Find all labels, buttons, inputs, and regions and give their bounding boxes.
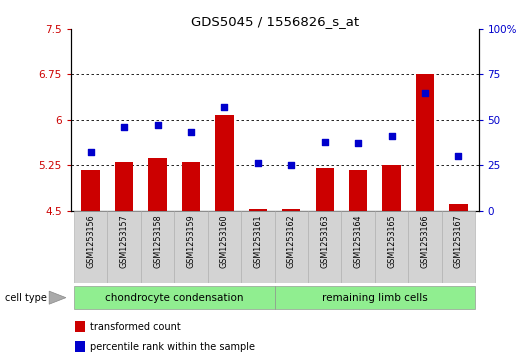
- Point: [388, 133, 396, 139]
- Bar: [241, 211, 275, 283]
- Bar: [275, 211, 308, 283]
- Text: GSM1253156: GSM1253156: [86, 214, 95, 268]
- Point: [321, 139, 329, 144]
- Point: [421, 90, 429, 95]
- Text: GSM1253162: GSM1253162: [287, 214, 296, 268]
- Bar: [141, 211, 174, 283]
- Text: GSM1253166: GSM1253166: [420, 214, 429, 268]
- Bar: [442, 211, 475, 283]
- Text: GSM1253159: GSM1253159: [187, 214, 196, 268]
- Bar: [115, 162, 133, 211]
- Bar: [74, 286, 275, 309]
- Bar: [208, 211, 241, 283]
- Bar: [342, 211, 375, 283]
- Bar: [275, 286, 475, 309]
- Bar: [382, 165, 401, 211]
- Text: percentile rank within the sample: percentile rank within the sample: [90, 342, 255, 352]
- Text: GSM1253158: GSM1253158: [153, 214, 162, 268]
- Bar: [215, 115, 234, 211]
- Bar: [416, 74, 434, 211]
- Text: GSM1253167: GSM1253167: [454, 214, 463, 268]
- Polygon shape: [49, 291, 66, 304]
- Point: [454, 153, 463, 159]
- Bar: [182, 162, 200, 211]
- Point: [120, 124, 128, 130]
- Text: GSM1253161: GSM1253161: [253, 214, 263, 268]
- Point: [86, 150, 95, 155]
- Bar: [107, 211, 141, 283]
- Point: [220, 104, 229, 110]
- Bar: [74, 211, 107, 283]
- Bar: [282, 209, 301, 211]
- Text: remaining limb cells: remaining limb cells: [322, 293, 428, 303]
- Bar: [449, 204, 468, 211]
- Bar: [82, 170, 100, 211]
- Text: chondrocyte condensation: chondrocyte condensation: [105, 293, 244, 303]
- Text: cell type: cell type: [5, 293, 47, 303]
- Title: GDS5045 / 1556826_s_at: GDS5045 / 1556826_s_at: [190, 15, 359, 28]
- Text: transformed count: transformed count: [90, 322, 181, 332]
- Text: GSM1253165: GSM1253165: [387, 214, 396, 268]
- Bar: [248, 209, 267, 211]
- Text: GSM1253157: GSM1253157: [120, 214, 129, 268]
- Bar: [174, 211, 208, 283]
- Text: GSM1253163: GSM1253163: [320, 214, 329, 268]
- Bar: [349, 170, 367, 211]
- Bar: [375, 211, 408, 283]
- Text: GSM1253164: GSM1253164: [354, 214, 362, 268]
- Point: [187, 130, 195, 135]
- Bar: [315, 168, 334, 211]
- Point: [287, 162, 295, 168]
- Bar: [408, 211, 442, 283]
- Bar: [75, 322, 85, 333]
- Bar: [75, 341, 85, 352]
- Point: [354, 140, 362, 146]
- Point: [254, 160, 262, 166]
- Bar: [308, 211, 342, 283]
- Bar: [149, 158, 167, 211]
- Text: GSM1253160: GSM1253160: [220, 214, 229, 268]
- Point: [153, 122, 162, 128]
